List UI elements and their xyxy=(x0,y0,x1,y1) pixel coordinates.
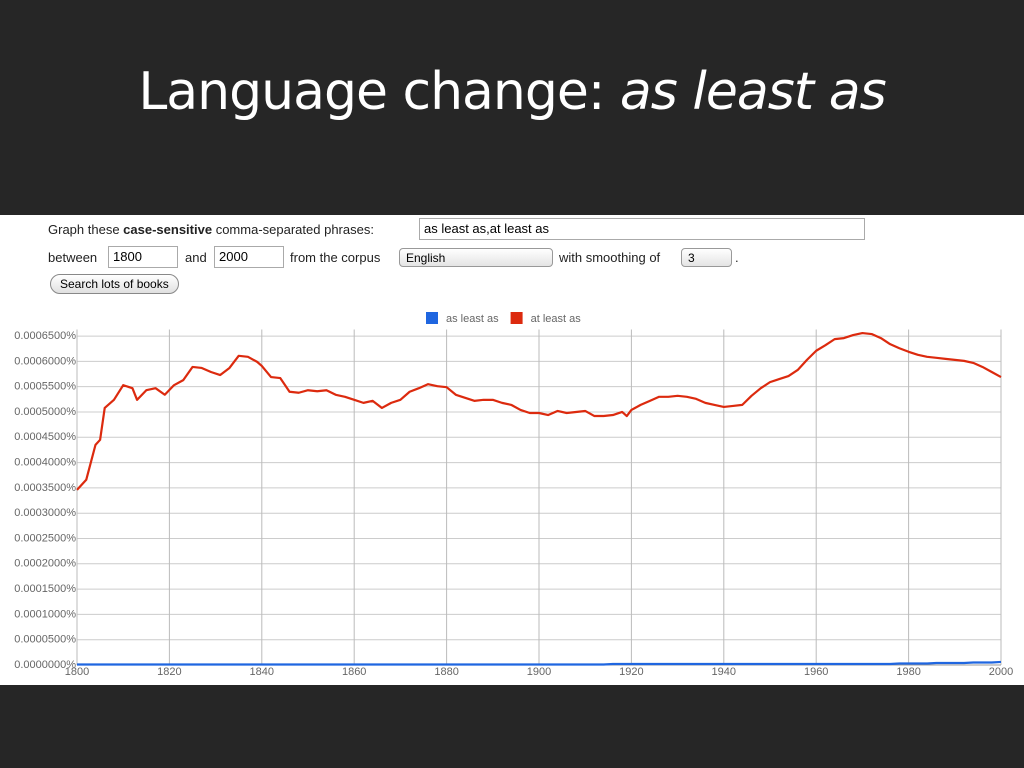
y-tick-label: 0.0005500% xyxy=(14,381,76,393)
title-text: Language change: xyxy=(138,62,605,122)
search-button[interactable]: Search lots of books xyxy=(50,274,179,294)
legend-label: as least as xyxy=(446,313,499,325)
x-tick-label: 1800 xyxy=(65,666,89,678)
to-year-input[interactable]: 2000 xyxy=(214,246,284,268)
x-tick-label: 1940 xyxy=(712,666,736,678)
y-tick-label: 0.0003000% xyxy=(14,507,76,519)
y-tick-label: 0.0003500% xyxy=(14,482,76,494)
legend-swatch xyxy=(510,312,523,324)
x-tick-label: 1920 xyxy=(619,666,643,678)
corpus-label: from the corpus xyxy=(290,250,381,265)
form-label: Graph these case-sensitive comma-separat… xyxy=(48,222,374,237)
y-tick-label: 0.0002000% xyxy=(14,558,76,570)
series-line xyxy=(76,331,1002,491)
x-tick-label: 1820 xyxy=(157,666,181,678)
label-start: Graph these xyxy=(48,222,120,237)
y-tick-label: 0.0001000% xyxy=(14,608,76,620)
legend-label: at least as xyxy=(531,313,582,325)
from-year-input[interactable]: 1800 xyxy=(108,246,178,268)
smoothing-label: with smoothing of xyxy=(559,250,661,265)
y-tick-label: 0.0004000% xyxy=(14,456,76,468)
label-end: comma-separated phrases: xyxy=(215,222,374,237)
title-emphasis: as least as xyxy=(619,62,887,122)
x-tick-label: 1880 xyxy=(434,666,458,678)
y-tick-label: 0.0000500% xyxy=(14,634,76,646)
x-tick-label: 1980 xyxy=(896,666,920,678)
label-bold: case-sensitive xyxy=(123,222,213,237)
between-label: between xyxy=(48,250,98,265)
smoothing-select[interactable]: 3 xyxy=(681,248,732,267)
slide-title: Language change: as least as xyxy=(0,62,1024,122)
x-tick-label: 2000 xyxy=(989,666,1013,678)
y-tick-label: 0.0006500% xyxy=(14,330,76,342)
y-tick-label: 0.0000000% xyxy=(14,659,76,671)
x-tick-label: 1900 xyxy=(527,666,551,678)
legend-swatch xyxy=(426,312,438,324)
x-tick-label: 1860 xyxy=(342,666,366,678)
ngram-panel: Graph these case-sensitive comma-separat… xyxy=(0,215,1024,685)
y-tick-label: 0.0004500% xyxy=(14,431,76,443)
phrases-input[interactable]: as least as,at least as xyxy=(419,218,865,240)
series-line xyxy=(77,660,1002,666)
corpus-select[interactable]: English xyxy=(399,248,553,267)
y-tick-label: 0.0005000% xyxy=(14,406,76,418)
x-tick-label: 1960 xyxy=(804,666,828,678)
and-label: and xyxy=(185,250,207,265)
x-tick-label: 1840 xyxy=(250,666,274,678)
y-tick-label: 0.0001500% xyxy=(14,583,76,595)
period: . xyxy=(735,250,739,265)
y-tick-label: 0.0006000% xyxy=(14,355,76,367)
y-tick-label: 0.0002500% xyxy=(14,532,76,544)
